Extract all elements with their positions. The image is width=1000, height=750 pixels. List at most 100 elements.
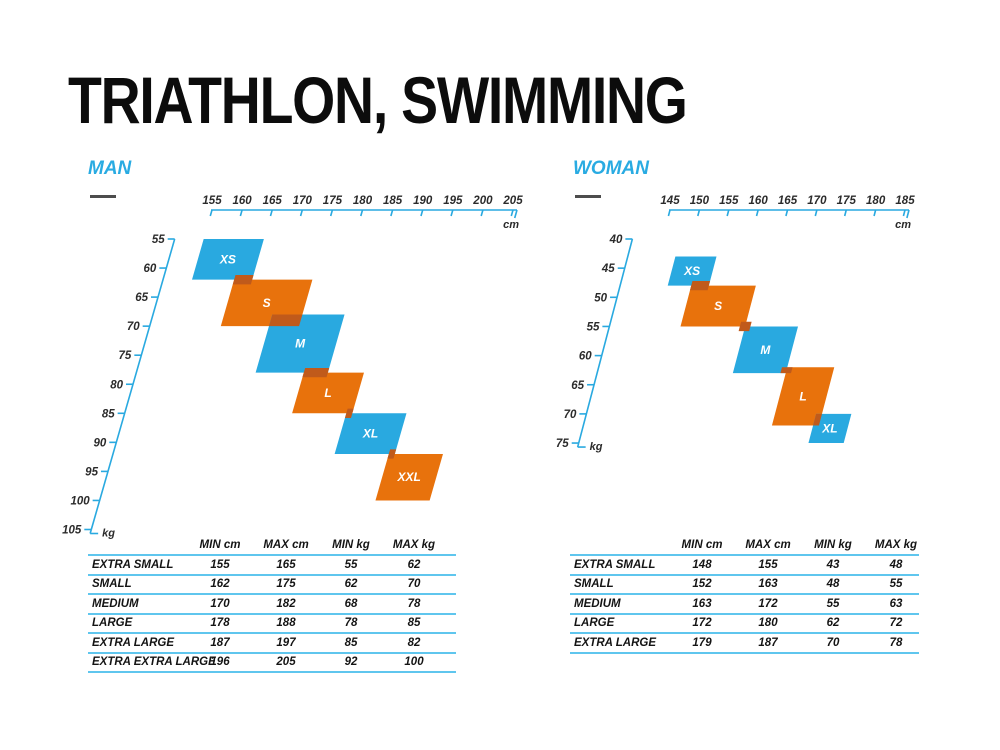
cm-tick-label: 155 [719, 195, 739, 207]
table-row: MEDIUM 163 172 55 63 [570, 593, 919, 613]
cm-tick-label: 185 [895, 195, 915, 207]
section-label-man: MAN [88, 158, 132, 179]
table-cell: 78 [889, 636, 903, 649]
kg-tick-label: 55 [152, 234, 165, 246]
kg-tick-label: 65 [135, 292, 148, 304]
table-header-cell: MIN cm [199, 539, 241, 551]
kg-axis: 40 45 50 55 60 65 70 75 kg [556, 234, 634, 453]
cm-tick-label: 165 [263, 195, 283, 207]
table-header-cell: MIN kg [814, 539, 852, 551]
table-cell: 43 [826, 558, 840, 571]
table-row: EXTRA LARGE 187 197 85 82 [88, 632, 456, 652]
size-block-XXL: XXL [375, 453, 443, 501]
table-cell: 179 [692, 636, 712, 649]
size-block-label: M [760, 343, 771, 357]
size-overlap-patch [813, 413, 822, 426]
cm-tick-label: 195 [443, 195, 463, 207]
table-cell: 82 [407, 636, 421, 649]
cm-tick-label: 180 [353, 195, 373, 207]
table-cell: 180 [758, 617, 778, 630]
kg-tick-label: 45 [601, 263, 615, 275]
table-bottom-line [570, 651, 919, 654]
table-cell: 63 [889, 597, 903, 610]
table-cell: 62 [344, 578, 358, 591]
table-cell: 85 [344, 636, 358, 649]
cm-tick-label: 205 [502, 195, 523, 207]
kg-tick-label: 85 [102, 408, 115, 420]
table-cell: 68 [344, 597, 358, 610]
table-cell: 196 [210, 656, 230, 669]
size-block-label: XXL [397, 470, 421, 484]
table-row: LARGE 178 188 78 85 [88, 612, 456, 633]
kg-tick-label: 70 [127, 321, 140, 333]
table-cell: 163 [758, 578, 778, 591]
table-cell: 72 [889, 617, 903, 630]
table-cell: 148 [692, 558, 712, 571]
kg-tick-label: 60 [144, 263, 157, 275]
size-block-label: S [263, 296, 271, 310]
kg-tick-label: 75 [119, 350, 132, 362]
table-header-row: MIN cm MAX cm MIN kg MAX kg [88, 536, 456, 554]
page-title: TRIATHLON, SWIMMING [68, 63, 688, 137]
table-cell: 100 [404, 656, 424, 669]
table-cell: 55 [889, 578, 903, 591]
size-overlap-patch [690, 280, 711, 291]
size-block-label: XL [362, 427, 378, 441]
cm-tick-label: 175 [837, 195, 857, 207]
woman-size-table: MIN cm MAX cm MIN kg MAX kg EXTRA SMALL 148 15… [570, 536, 919, 654]
kg-tick-label: 55 [587, 321, 600, 333]
table-row: EXTRA EXTRA LARGE 196 205 92 100 [88, 651, 456, 672]
cm-tick-label: 180 [866, 195, 886, 207]
cm-unit-label: cm [503, 219, 519, 231]
section-label-woman: WOMAN [573, 158, 649, 179]
table-row: EXTRA LARGE 179 187 70 78 [570, 632, 919, 652]
kg-unit-label: kg [102, 528, 115, 540]
table-cell: 55 [344, 558, 358, 571]
kg-tick-label: 70 [564, 409, 577, 421]
size-label: LARGE [574, 617, 615, 630]
table-header-cell: MAX kg [874, 539, 918, 551]
size-block-label: XS [683, 264, 700, 278]
cm-tick-label: 170 [293, 195, 313, 207]
section-dash-man [90, 195, 116, 198]
table-cell: 152 [692, 578, 712, 591]
size-block-M: M [255, 314, 345, 373]
size-label: SMALL [574, 578, 614, 591]
table-cell: 48 [826, 578, 840, 591]
kg-tick-label: 90 [94, 437, 107, 449]
kg-tick-label: 65 [571, 380, 584, 392]
cm-tick-label: 165 [778, 195, 798, 207]
size-block-label: L [324, 386, 331, 400]
cm-tick-label: 175 [323, 195, 343, 207]
table-cell: 163 [692, 597, 712, 610]
kg-tick-label: 80 [110, 379, 123, 391]
kg-tick-label: 95 [85, 466, 98, 478]
cm-tick-label: 200 [472, 195, 493, 207]
size-block-label: L [799, 389, 806, 403]
table-cell: 48 [889, 558, 903, 571]
table-cell: 92 [344, 656, 358, 669]
size-block-L: L [771, 367, 835, 426]
cm-axis: 155 160 165 170 175 180 185 190 195 200 205 cm [202, 195, 523, 231]
size-label: MEDIUM [574, 597, 621, 610]
table-cell: 70 [826, 636, 840, 649]
table-cell: 62 [826, 617, 840, 630]
size-label: LARGE [92, 617, 133, 630]
cm-tick-label: 185 [383, 195, 403, 207]
size-overlap-patch [268, 314, 303, 327]
table-cell: 78 [344, 617, 358, 630]
cm-tick-label: 145 [660, 195, 680, 207]
cm-tick-label: 170 [807, 195, 827, 207]
size-label: EXTRA LARGE [92, 636, 174, 649]
table-header-cell: MAX cm [745, 539, 791, 551]
size-block-XS: XS [192, 239, 264, 280]
table-cell: 175 [276, 578, 296, 591]
table-header-cell: MIN kg [332, 539, 370, 551]
kg-axis: 55 60 65 70 75 80 85 90 95 100 105 kg [62, 234, 176, 540]
kg-tick-label: 75 [556, 438, 569, 450]
table-cell: 85 [407, 617, 421, 630]
table-cell: 172 [758, 597, 778, 610]
table-row: SMALL 162 175 62 70 [88, 573, 456, 594]
man-size-table: MIN cm MAX cm MIN kg MAX kg EXTRA SMALL 155 16… [88, 536, 456, 673]
table-row: EXTRA SMALL 148 155 43 48 [570, 554, 919, 574]
